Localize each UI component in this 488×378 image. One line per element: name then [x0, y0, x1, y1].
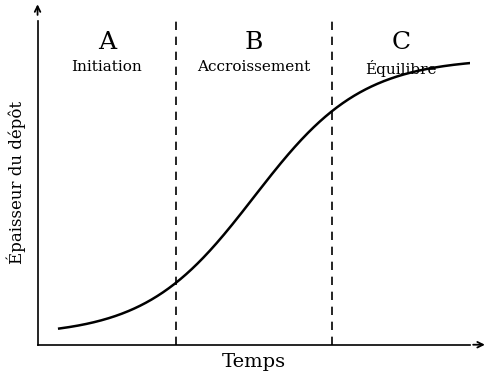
Text: C: C	[391, 31, 410, 54]
Text: Équilibre: Équilibre	[365, 60, 436, 77]
X-axis label: Temps: Temps	[222, 353, 285, 371]
Text: Initiation: Initiation	[71, 60, 142, 74]
Y-axis label: Épaisseur du dépôt: Épaisseur du dépôt	[7, 101, 26, 264]
Text: B: B	[244, 31, 263, 54]
Text: A: A	[98, 31, 116, 54]
Text: Accroissement: Accroissement	[197, 60, 310, 74]
